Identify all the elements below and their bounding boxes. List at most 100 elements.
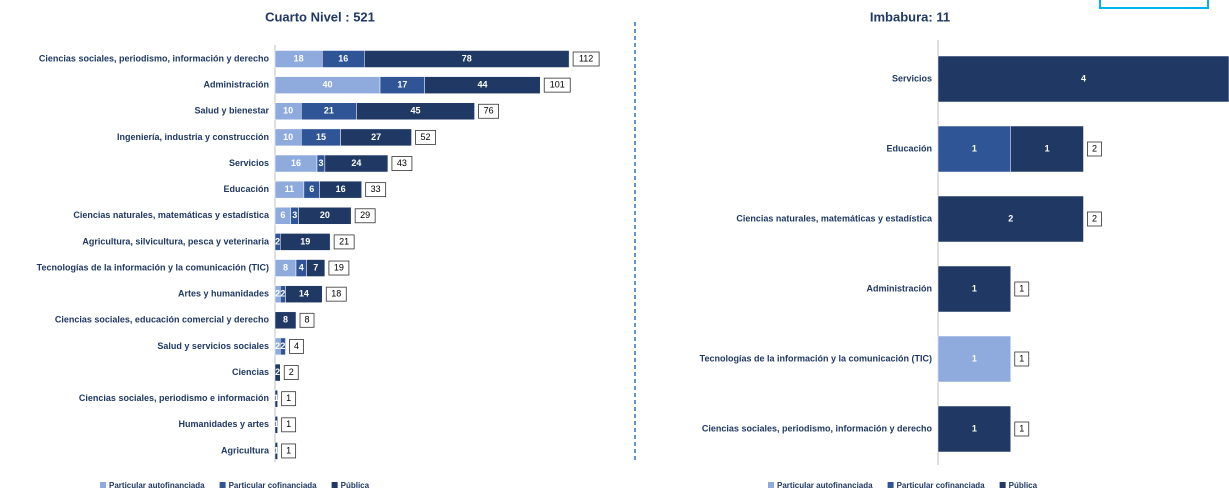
data-label: 24 xyxy=(351,158,361,168)
category-label: Ciencias sociales, educación comercial y… xyxy=(55,315,270,325)
data-label: 1 xyxy=(1045,143,1050,153)
total-label: 19 xyxy=(334,262,344,272)
data-label: 1 xyxy=(274,393,279,403)
category-label: Servicios xyxy=(892,73,932,83)
legend-swatch xyxy=(219,482,226,488)
bar-segment xyxy=(319,180,362,199)
data-label: 1 xyxy=(972,283,977,293)
total-label: 76 xyxy=(484,106,494,116)
total-label: 4 xyxy=(294,341,299,351)
total-box xyxy=(354,208,376,224)
total-label: 1 xyxy=(286,445,291,455)
data-label: 2 xyxy=(275,289,280,299)
bar-segment xyxy=(306,259,326,277)
data-label: 7 xyxy=(313,262,318,272)
total-label: 1 xyxy=(1019,423,1024,433)
total-label: 2 xyxy=(289,367,294,377)
total-label: 1 xyxy=(1019,283,1024,293)
total-box xyxy=(365,182,387,198)
total-label: 112 xyxy=(579,53,593,63)
legend-swatch xyxy=(331,482,338,488)
category-label: Salud y servicios sociales xyxy=(157,341,269,351)
bar-segment xyxy=(937,335,1011,383)
category-label: Ingeniería, industria y construcción xyxy=(117,132,269,142)
data-label: 2 xyxy=(1008,213,1013,223)
data-label: 6 xyxy=(280,210,285,220)
category-label: Ciencias sociales, periodismo, informaci… xyxy=(702,423,933,433)
total-label: 101 xyxy=(550,80,565,90)
legend-swatch xyxy=(887,482,894,488)
category-label: Tecnologías de la información y la comun… xyxy=(37,262,269,272)
total-label: 1 xyxy=(286,419,291,429)
data-label: 2 xyxy=(275,341,280,351)
total-box xyxy=(1087,141,1102,157)
data-label: 15 xyxy=(316,132,326,142)
data-label: 6 xyxy=(309,184,314,194)
total-box xyxy=(289,339,304,354)
category-label: Agricultura xyxy=(221,445,270,455)
total-label: 2 xyxy=(1092,213,1097,223)
bar-segment xyxy=(280,337,286,356)
category-label: Humanidades y artes xyxy=(178,419,269,429)
legend-swatch xyxy=(100,482,106,488)
legend-label: Pública xyxy=(1009,481,1038,490)
total-box xyxy=(333,234,355,250)
bar-segment xyxy=(356,102,475,121)
data-label: 1 xyxy=(274,445,279,455)
category-label: Administración xyxy=(203,80,269,90)
category-label: Ciencias sociales, periodismo e informac… xyxy=(79,393,269,403)
total-box xyxy=(328,260,350,276)
total-label: 1 xyxy=(1019,353,1024,363)
category-label: Ciencias sociales, periodismo, informaci… xyxy=(39,53,270,63)
bar-segment xyxy=(298,207,352,225)
chart-title: Imbabura: 11 xyxy=(870,9,950,24)
data-label: 16 xyxy=(291,158,301,168)
bar-segment xyxy=(324,154,389,173)
total-label: 21 xyxy=(339,236,349,246)
category-label: Salud y bienestar xyxy=(194,106,269,116)
legend-label: Particular cofinanciada xyxy=(897,481,986,490)
total-label: 52 xyxy=(421,132,431,142)
category-label: Administración xyxy=(866,283,932,293)
legend-swatch xyxy=(768,482,774,488)
total-box xyxy=(299,312,315,328)
data-label: 10 xyxy=(283,132,293,142)
data-label: 4 xyxy=(1081,73,1086,83)
data-label: 8 xyxy=(283,315,288,325)
total-label: 43 xyxy=(397,158,407,168)
data-label: 3 xyxy=(292,210,297,220)
bar-segment xyxy=(937,405,1011,453)
total-label: 18 xyxy=(331,289,341,299)
data-label: 17 xyxy=(397,80,407,90)
data-label: 45 xyxy=(410,106,420,116)
total-label: 2 xyxy=(1092,143,1097,153)
data-label: 8 xyxy=(283,262,288,272)
bar-segment xyxy=(424,76,541,94)
bar-segment xyxy=(1010,125,1084,173)
bar-segment xyxy=(937,265,1011,313)
data-label: 1 xyxy=(972,143,977,153)
category-label: Servicios xyxy=(229,158,269,168)
legend-label: Particular autofinanciada xyxy=(777,481,873,490)
data-label: 27 xyxy=(371,132,381,142)
legend-swatch xyxy=(999,482,1006,488)
total-box xyxy=(281,443,297,459)
data-label: 16 xyxy=(338,53,348,63)
bar-segment xyxy=(274,389,278,408)
total-box xyxy=(1014,421,1030,437)
data-label: 40 xyxy=(323,80,333,90)
data-label: 44 xyxy=(477,80,487,90)
bar-segment xyxy=(274,363,281,382)
bar-segment xyxy=(340,128,412,147)
total-box xyxy=(1014,281,1030,297)
category-label: Tecnologías de la información y la comun… xyxy=(700,353,932,363)
data-label: 2 xyxy=(275,236,280,246)
data-label: 2 xyxy=(275,367,280,377)
data-label: 1 xyxy=(972,353,977,363)
data-label: 4 xyxy=(299,262,304,272)
data-label: 11 xyxy=(285,184,295,194)
legend-label: Particular cofinanciada xyxy=(229,481,318,490)
data-label: 19 xyxy=(300,236,310,246)
total-box xyxy=(283,365,299,380)
total-label: 8 xyxy=(305,315,310,325)
